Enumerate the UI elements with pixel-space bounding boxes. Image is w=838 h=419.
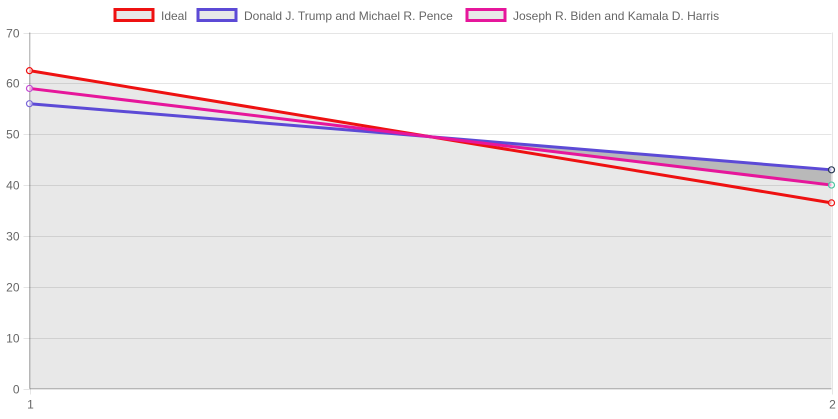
y-tick-label-40: 40 bbox=[6, 179, 20, 193]
data-points bbox=[25, 67, 836, 207]
y-tick-label-60: 60 bbox=[6, 77, 20, 91]
y-tick-label-70: 70 bbox=[6, 27, 20, 41]
y-tick-label-10: 10 bbox=[6, 332, 20, 346]
grid-lines bbox=[29, 32, 833, 395]
legend-label-donald-j-trump-and-michael-r-pence: Donald J. Trump and Michael R. Pence bbox=[244, 9, 453, 23]
data-point-donald-j-trump-and-michael-r-pence-2 bbox=[827, 166, 836, 174]
legend-label-joseph-r-biden-and-kamala-d-harris: Joseph R. Biden and Kamala D. Harris bbox=[513, 9, 719, 23]
data-point-joseph-r-biden-and-kamala-d-harris-2 bbox=[827, 181, 836, 189]
y-tick-label-50: 50 bbox=[6, 128, 20, 142]
legend-label-ideal: Ideal bbox=[161, 9, 187, 23]
y-tick-label-30: 30 bbox=[6, 230, 20, 244]
chart-legend: Ideal Donald J. Trump and Michael R. Penc… bbox=[113, 8, 719, 23]
legend-swatch-ideal bbox=[113, 8, 155, 22]
legend-swatch-joseph-r-biden-and-kamala-d-harris bbox=[465, 8, 507, 22]
legend-swatch-donald-j-trump-and-michael-r-pence bbox=[196, 8, 238, 22]
series-line-joseph-r-biden-and-kamala-d-harris bbox=[29, 86, 832, 187]
series-lines bbox=[29, 69, 832, 205]
y-tick-label-20: 20 bbox=[6, 281, 20, 295]
data-point-ideal-1 bbox=[25, 67, 34, 75]
area-fill-joseph-r-biden-and-kamala-d-harris bbox=[29, 88, 832, 389]
x-tick-label-2: 2 bbox=[829, 398, 836, 412]
area-fills bbox=[29, 70, 832, 389]
data-point-donald-j-trump-and-michael-r-pence-1 bbox=[25, 100, 34, 108]
data-point-joseph-r-biden-and-kamala-d-harris-1 bbox=[25, 84, 34, 93]
data-point-ideal-2 bbox=[827, 199, 836, 207]
axes: 0 10 20 30 40 50 60 70 1 2 bbox=[6, 27, 836, 412]
x-tick-label-1: 1 bbox=[27, 398, 34, 412]
y-tick-label-0: 0 bbox=[13, 383, 20, 397]
